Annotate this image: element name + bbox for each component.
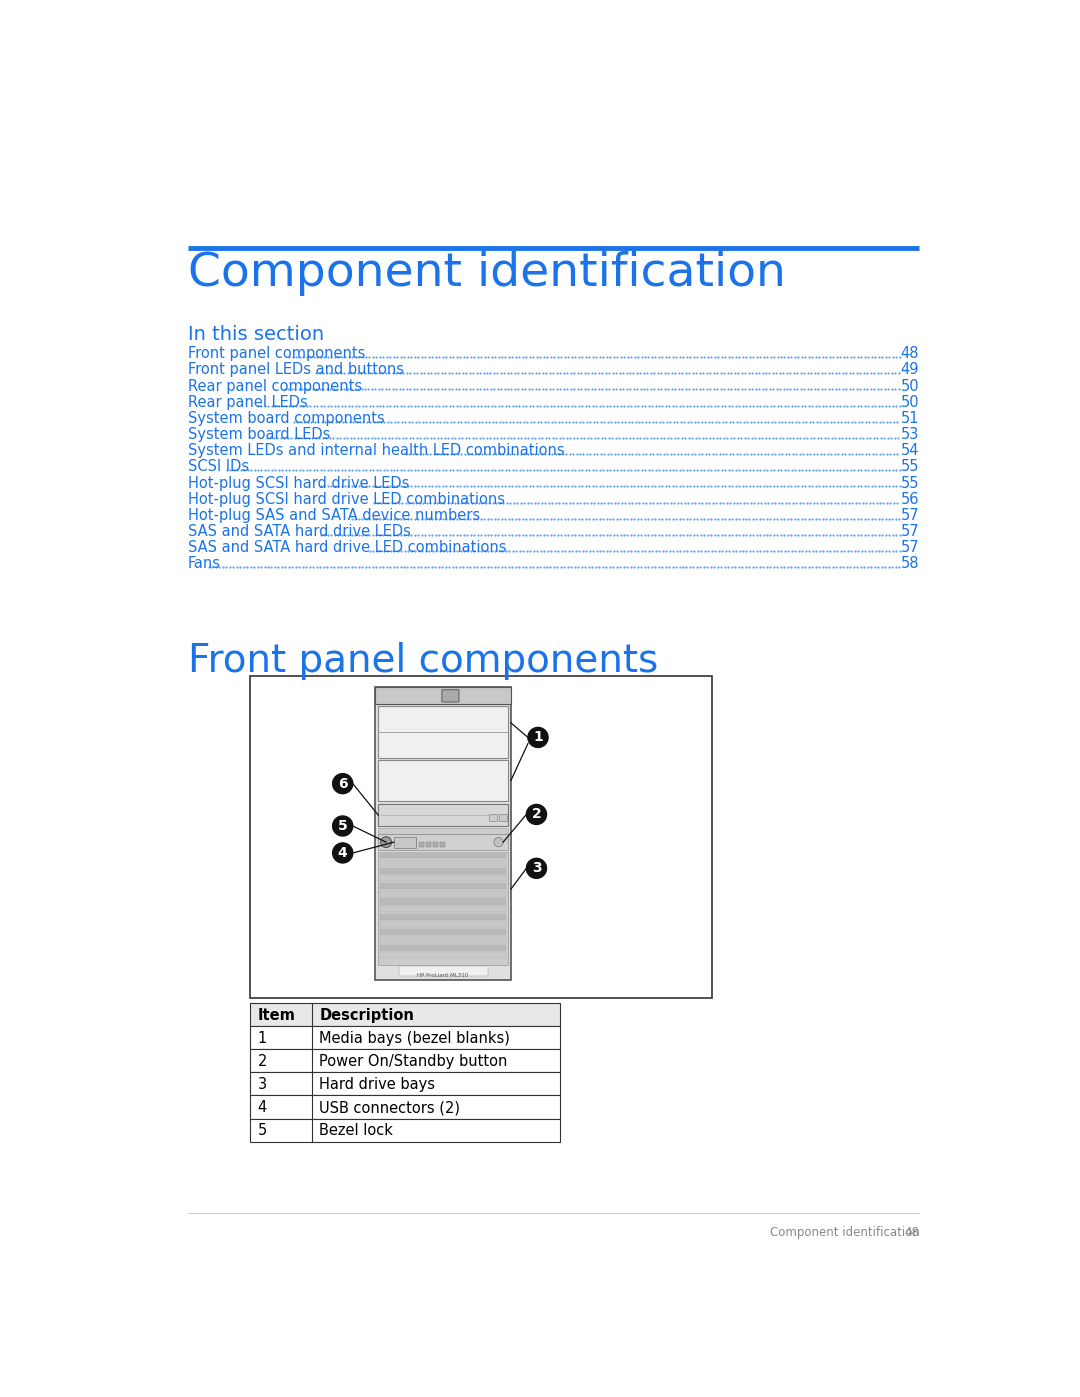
Text: 55: 55 <box>901 460 919 475</box>
Text: SCSI IDs: SCSI IDs <box>188 460 248 475</box>
Text: Bezel lock: Bezel lock <box>320 1123 393 1139</box>
Bar <box>380 953 507 958</box>
Text: Hard drive bays: Hard drive bays <box>320 1077 435 1092</box>
Text: 5: 5 <box>338 819 348 833</box>
Text: USB connectors (2): USB connectors (2) <box>320 1101 460 1115</box>
Text: In this section: In this section <box>188 326 324 345</box>
Text: 51: 51 <box>901 411 919 426</box>
Text: 49: 49 <box>901 362 919 377</box>
Text: Description: Description <box>320 1007 415 1023</box>
Text: 57: 57 <box>901 541 919 556</box>
Bar <box>380 868 507 873</box>
Bar <box>433 842 438 847</box>
Bar <box>380 898 507 904</box>
Text: Media bays (bezel blanks): Media bays (bezel blanks) <box>320 1031 511 1046</box>
Bar <box>378 705 508 759</box>
Circle shape <box>528 728 548 747</box>
Bar <box>380 861 507 866</box>
Bar <box>249 1049 559 1073</box>
Text: Fans: Fans <box>188 556 220 571</box>
Bar <box>249 1073 559 1095</box>
Text: 6: 6 <box>338 777 348 791</box>
Bar <box>378 834 508 849</box>
Text: Item: Item <box>257 1007 295 1023</box>
Text: 55: 55 <box>901 475 919 490</box>
Text: Power On/Standby button: Power On/Standby button <box>320 1055 508 1069</box>
Text: 58: 58 <box>901 556 919 571</box>
Bar <box>380 944 507 951</box>
Bar <box>249 1027 559 1049</box>
Text: 3: 3 <box>531 862 541 876</box>
Text: Component identification: Component identification <box>188 251 785 296</box>
Circle shape <box>333 774 353 793</box>
Bar <box>249 1095 559 1119</box>
Text: 57: 57 <box>901 524 919 539</box>
Bar <box>380 937 507 943</box>
Text: SAS and SATA hard drive LED combinations: SAS and SATA hard drive LED combinations <box>188 541 507 556</box>
Bar <box>441 842 445 847</box>
Text: Hot-plug SCSI hard drive LEDs: Hot-plug SCSI hard drive LEDs <box>188 475 409 490</box>
Circle shape <box>494 838 503 847</box>
Bar <box>249 1003 559 1027</box>
Text: 4: 4 <box>257 1101 267 1115</box>
Text: 48: 48 <box>901 346 919 362</box>
Bar <box>378 760 508 802</box>
Bar <box>499 813 507 821</box>
Circle shape <box>526 805 546 824</box>
Bar <box>380 883 507 888</box>
Bar <box>394 837 416 848</box>
Text: 57: 57 <box>901 509 919 522</box>
Text: 4: 4 <box>338 847 348 861</box>
Text: Rear panel LEDs: Rear panel LEDs <box>188 395 308 409</box>
Text: HP ProLiant ML310: HP ProLiant ML310 <box>417 974 469 978</box>
Circle shape <box>333 816 353 835</box>
Bar <box>419 842 424 847</box>
Bar <box>380 922 507 928</box>
Bar <box>399 967 488 977</box>
Text: System board LEDs: System board LEDs <box>188 427 330 441</box>
Text: 1: 1 <box>534 731 543 745</box>
Text: System LEDs and internal health LED combinations: System LEDs and internal health LED comb… <box>188 443 565 458</box>
Text: Component identification: Component identification <box>770 1227 920 1239</box>
Text: 5: 5 <box>257 1123 267 1139</box>
Text: 3: 3 <box>257 1077 267 1092</box>
Bar <box>380 852 507 858</box>
Text: Front panel components: Front panel components <box>188 346 365 362</box>
Text: 56: 56 <box>901 492 919 507</box>
Bar <box>380 929 507 936</box>
Text: 53: 53 <box>901 427 919 441</box>
Bar <box>249 1119 559 1141</box>
Text: Front panel LEDs and buttons: Front panel LEDs and buttons <box>188 362 404 377</box>
Text: Front panel components: Front panel components <box>188 643 658 680</box>
Bar <box>378 852 508 964</box>
Bar <box>427 842 431 847</box>
Text: 2: 2 <box>257 1055 267 1069</box>
Bar <box>380 876 507 882</box>
Text: Rear panel components: Rear panel components <box>188 379 362 394</box>
Text: Hot-plug SAS and SATA device numbers: Hot-plug SAS and SATA device numbers <box>188 509 480 522</box>
Text: 54: 54 <box>901 443 919 458</box>
Circle shape <box>333 842 353 863</box>
Text: 50: 50 <box>901 395 919 409</box>
FancyBboxPatch shape <box>442 690 459 703</box>
Text: Hot-plug SCSI hard drive LED combinations: Hot-plug SCSI hard drive LED combination… <box>188 492 504 507</box>
Circle shape <box>526 858 546 879</box>
Bar <box>380 907 507 912</box>
Text: 1: 1 <box>257 1031 267 1046</box>
Text: 48: 48 <box>904 1227 919 1239</box>
Bar <box>378 827 508 834</box>
Text: System board components: System board components <box>188 411 384 426</box>
Text: 50: 50 <box>901 379 919 394</box>
Bar <box>380 891 507 897</box>
Bar <box>380 914 507 921</box>
Text: 2: 2 <box>531 807 541 821</box>
Bar <box>249 676 713 997</box>
Bar <box>375 687 511 979</box>
Bar <box>489 813 497 821</box>
Bar <box>378 805 508 826</box>
Circle shape <box>380 837 392 848</box>
Text: SAS and SATA hard drive LEDs: SAS and SATA hard drive LEDs <box>188 524 415 539</box>
Bar <box>375 687 511 704</box>
